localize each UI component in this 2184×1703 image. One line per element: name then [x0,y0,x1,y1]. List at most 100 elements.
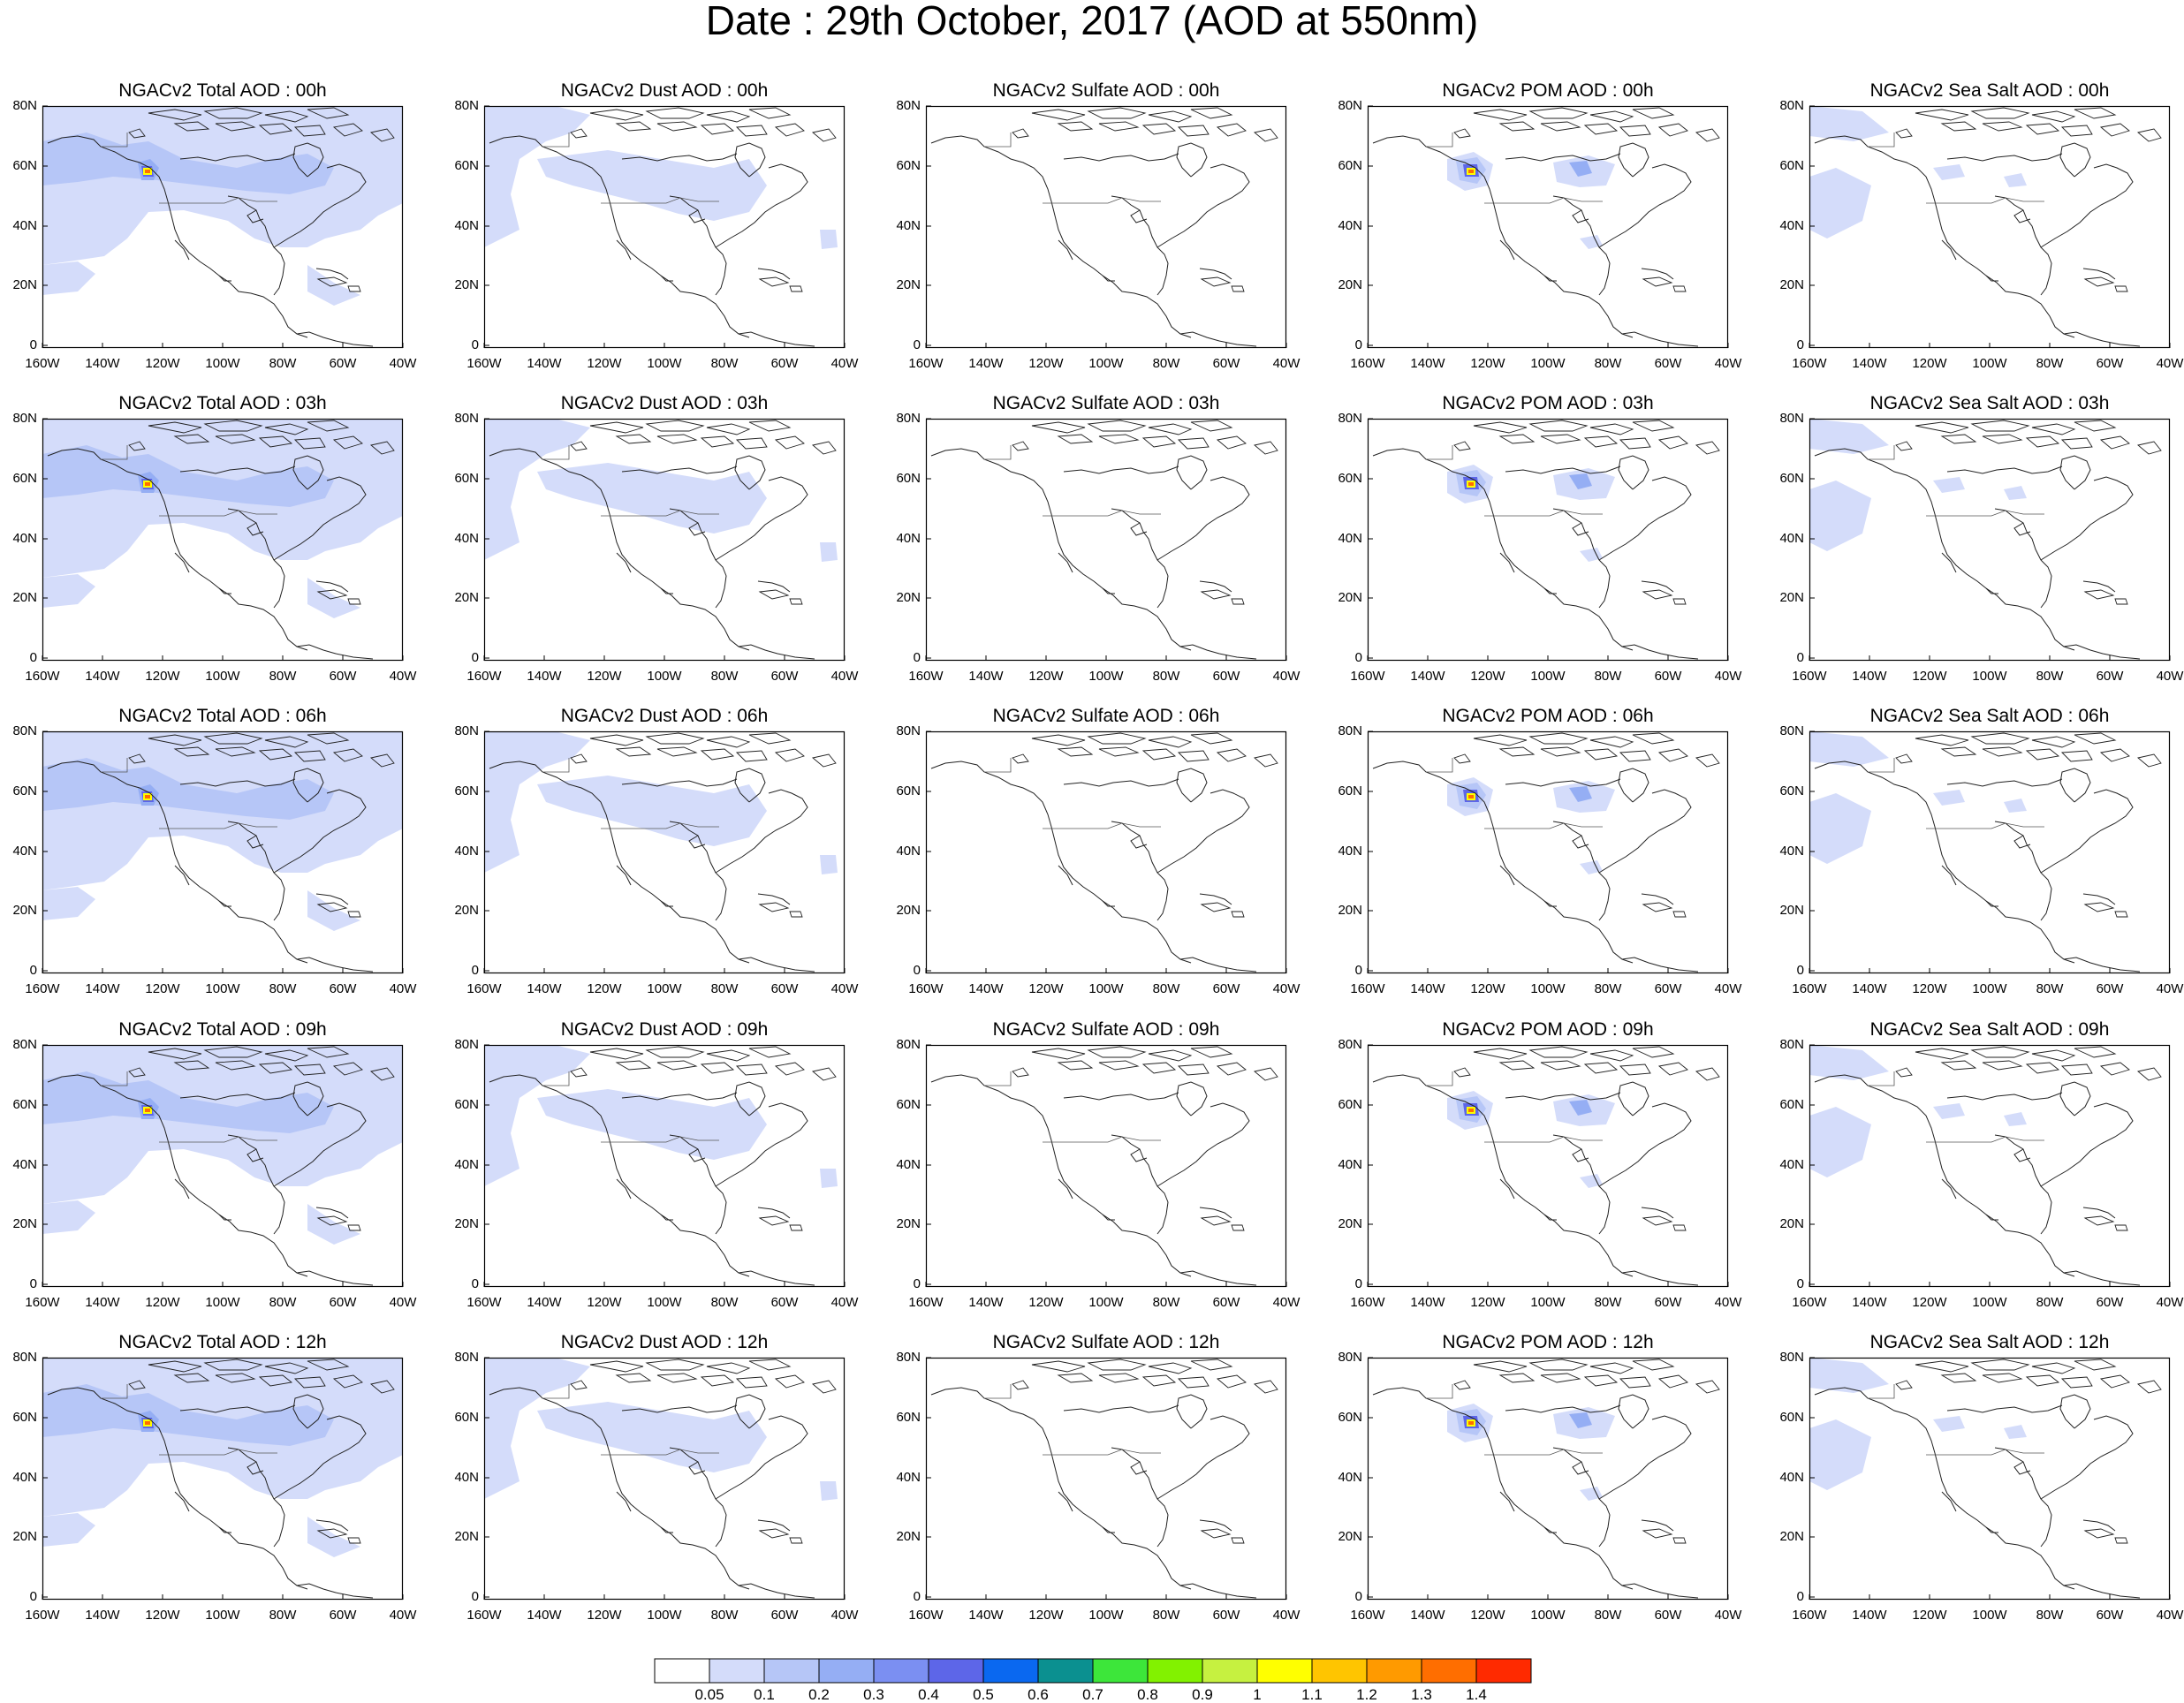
lon-tick-label: 120W [587,1295,622,1310]
lat-tick-label: 20N [896,277,921,292]
lon-tick-label: 100W [1972,669,2007,684]
coastline [296,1270,374,1286]
island-outline [645,1359,705,1371]
country-border [159,822,277,829]
island-outline [2114,598,2128,605]
coastline [757,1519,791,1532]
colorbar-label: 1.2 [1356,1686,1377,1703]
colorbar-boxes [654,1658,1532,1684]
country-border [1043,1136,1161,1143]
colorbar-box [873,1658,929,1684]
coastline [1111,1447,1169,1548]
lat-tick-label: 20N [454,903,479,918]
lat-tick-label: 20N [896,590,921,605]
island-outline [307,107,350,119]
lon-tick-label: 80W [1594,1295,1622,1310]
lat-tick-label: 20N [1779,277,1804,292]
lon-tick-label: 60W [329,356,357,371]
aod-plume [2004,486,2027,500]
aod-map [1809,730,2171,974]
island-outline [332,748,363,762]
island-outline [700,1374,735,1387]
lat-tick-label: 20N [12,1216,37,1231]
island-outline [656,746,698,757]
lon-tick-label: 60W [1654,356,1682,371]
aod-plume [254,477,286,502]
coastline [1156,1102,1250,1187]
island-outline [370,1380,395,1394]
lon-tick-label: 80W [269,1608,297,1623]
lon-tick-label: 40W [2156,356,2184,371]
lon-tick-label: 100W [205,356,240,371]
coastline [174,552,190,573]
island-outline [2025,123,2060,135]
island-outline [1254,128,1278,142]
aod-plume [254,790,286,814]
lon-tick-label: 160W [1792,981,1827,996]
lon-tick-label: 140W [85,1608,120,1623]
lon-tick-label: 40W [389,1295,417,1310]
coastline [1372,135,1634,338]
lat-tick-label: 60N [1338,1097,1362,1112]
island-outline [570,441,588,451]
coastline [1641,580,1674,593]
island-outline [706,1362,751,1374]
panel-title: NGACv2 Total AOD : 12h [118,1332,327,1352]
lat-tick-label: 60N [12,471,37,486]
coastline [246,522,264,536]
island-outline [1498,1060,1536,1071]
lat-tick-label: 60N [1779,1410,1804,1425]
island-outline [1254,1380,1278,1394]
lon-tick-label: 60W [1654,1295,1682,1310]
lon-tick-label: 100W [1972,356,2007,371]
aod-plume [1580,548,1603,562]
lon-tick-label: 40W [1272,981,1301,996]
aod-map [1367,1357,1729,1601]
island-outline [173,746,210,757]
island-outline [1589,110,1634,123]
aod-plume [1809,1419,1871,1490]
coastline [1111,508,1169,609]
lon-tick-label: 160W [908,1608,944,1623]
lat-tick-label: 60N [896,1097,921,1112]
island-outline [1087,107,1147,119]
lat-tick-label: 60N [1779,783,1804,799]
coastline [174,865,190,886]
island-outline [332,1062,363,1076]
coastline [1102,1214,1115,1221]
coastline [1985,1526,1998,1533]
island-outline [589,421,644,434]
coastline [1598,1415,1692,1500]
coastline [246,1461,264,1475]
coastline [715,1415,808,1500]
island-outline [1031,734,1086,746]
island-outline [293,750,326,762]
coastline [2082,268,2116,280]
coastline [1499,1491,1515,1512]
country-border [984,1071,1012,1086]
coastline [1941,1178,1957,1200]
panel-title: NGACv2 Total AOD : 00h [118,80,327,101]
island-outline [589,1048,644,1060]
island-outline [706,110,751,123]
lat-tick-label: 60N [454,471,479,486]
lon-tick-label: 40W [389,669,417,684]
lat-tick-label: 80N [12,98,37,113]
colorbar-box [763,1658,820,1684]
panel-title: NGACv2 Sulfate AOD : 09h [992,1019,1220,1040]
lon-tick-label: 100W [647,356,682,371]
coastline [1994,1134,2052,1235]
lon-tick-label: 80W [269,669,297,684]
coastline [489,761,750,964]
coastline [2059,1394,2091,1429]
island-outline [1148,736,1193,748]
coastline [1985,1214,1998,1221]
aod-plume [484,1045,590,1186]
island-outline [1141,435,1177,448]
lon-tick-label: 60W [329,669,357,684]
island-outline [1982,746,2023,757]
coastline [669,508,727,609]
coastline [1372,1387,1634,1590]
lon-tick-label: 100W [205,1295,240,1310]
island-outline [1657,748,1688,762]
